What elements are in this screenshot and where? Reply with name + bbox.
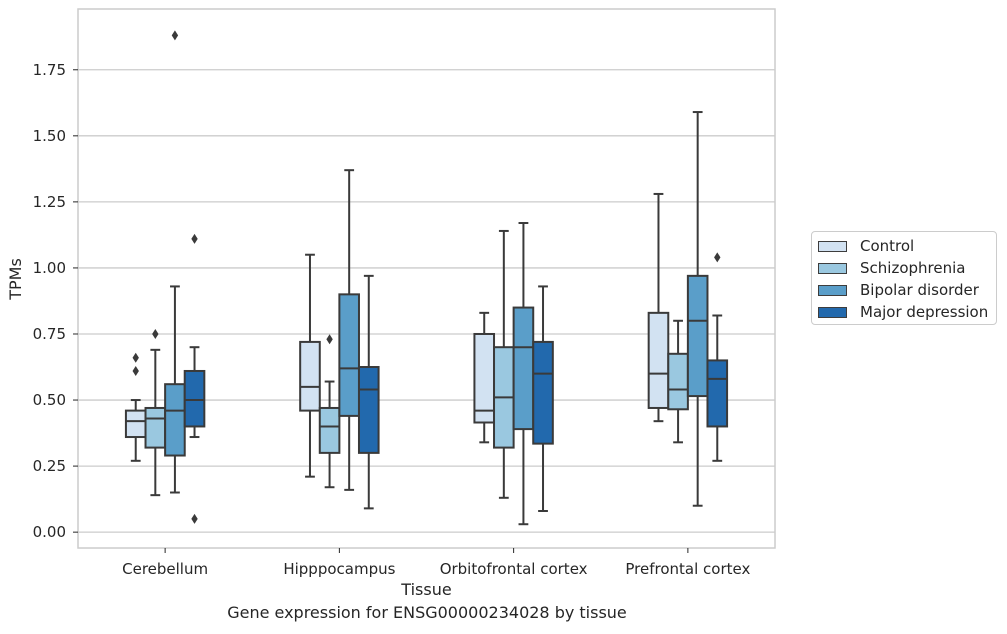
box-2-3 xyxy=(532,285,554,513)
legend-swatch-major-depression xyxy=(818,306,847,318)
y-axis-ticks: 0.00 0.25 0.50 0.75 1.00 1.25 1.50 1.75 xyxy=(33,61,78,541)
iqr-box xyxy=(164,383,186,457)
x-axis-ticks: Cerebellum Hipppocampus Orbitofrontal cort… xyxy=(122,548,750,578)
y-tick-label: 0.50 xyxy=(33,391,66,409)
y-tick-label: 1.50 xyxy=(33,127,66,145)
box-1-0 xyxy=(299,253,321,478)
box-3-3 xyxy=(706,252,729,462)
chart-caption: Gene expression for ENSG00000234028 by t… xyxy=(227,603,627,622)
outlier-point xyxy=(171,30,179,41)
legend-label-control: Control xyxy=(860,237,915,255)
iqr-box xyxy=(124,409,147,439)
iqr-box xyxy=(686,274,709,398)
iqr-box xyxy=(318,406,341,454)
legend-swatch-schizophrenia xyxy=(818,262,847,274)
box-1-1 xyxy=(318,334,341,489)
y-tick-label: 0.00 xyxy=(33,523,66,541)
outlier-point xyxy=(132,365,139,376)
outlier-point xyxy=(326,334,333,345)
iqr-box xyxy=(299,340,321,412)
legend-label-schizophrenia: Schizophrenia xyxy=(860,259,966,277)
y-axis-label: TPMs xyxy=(6,258,25,301)
box-groups xyxy=(124,30,729,526)
iqr-box xyxy=(512,306,535,431)
y-tick-label: 0.75 xyxy=(33,325,66,343)
y-tick-label: 1.25 xyxy=(33,193,66,211)
iqr-box xyxy=(357,366,380,454)
x-tick-label: Prefrontal cortex xyxy=(625,560,750,578)
y-tick-label: 1.75 xyxy=(33,61,66,79)
legend-swatch-bipolar-disorder xyxy=(818,284,847,296)
box-1-2 xyxy=(338,169,360,491)
legend-item-schizophrenia: Schizophrenia xyxy=(818,258,965,278)
box-0-2 xyxy=(164,30,186,494)
x-tick-label: Cerebellum xyxy=(122,560,208,578)
outlier-point xyxy=(152,328,159,339)
iqr-box xyxy=(338,293,360,417)
iqr-box xyxy=(532,340,554,445)
x-tick-label: Orbitofrontal cortex xyxy=(440,560,588,578)
legend-item-control: Control xyxy=(818,236,914,256)
outlier-point xyxy=(191,233,198,244)
x-tick-label: Hipppocampus xyxy=(283,560,395,578)
box-0-0 xyxy=(124,352,147,462)
outlier-point xyxy=(132,352,139,363)
iqr-box xyxy=(647,311,670,409)
iqr-box xyxy=(144,406,167,449)
box-3-2 xyxy=(686,111,709,507)
outlier-point xyxy=(714,252,721,263)
plot-area xyxy=(77,8,776,549)
legend-swatch-control xyxy=(818,240,847,252)
y-tick-label: 0.25 xyxy=(33,457,66,475)
box-0-3 xyxy=(183,233,206,524)
iqr-box xyxy=(183,369,206,428)
box-1-3 xyxy=(357,274,380,510)
y-tick-label: 1.00 xyxy=(33,259,66,277)
legend: Control Schizophrenia Bipolar disorder M… xyxy=(811,231,997,325)
legend-item-major-depression: Major depression xyxy=(818,302,988,322)
legend-item-bipolar-disorder: Bipolar disorder xyxy=(818,280,979,300)
legend-label-major-depression: Major depression xyxy=(860,303,989,321)
box-2-2 xyxy=(512,222,535,526)
legend-label-bipolar-disorder: Bipolar disorder xyxy=(860,281,979,299)
iqr-box xyxy=(706,359,729,428)
iqr-box xyxy=(667,352,689,411)
iqr-box xyxy=(473,332,496,424)
outlier-point xyxy=(191,513,198,524)
x-axis-label: Tissue xyxy=(400,580,451,599)
